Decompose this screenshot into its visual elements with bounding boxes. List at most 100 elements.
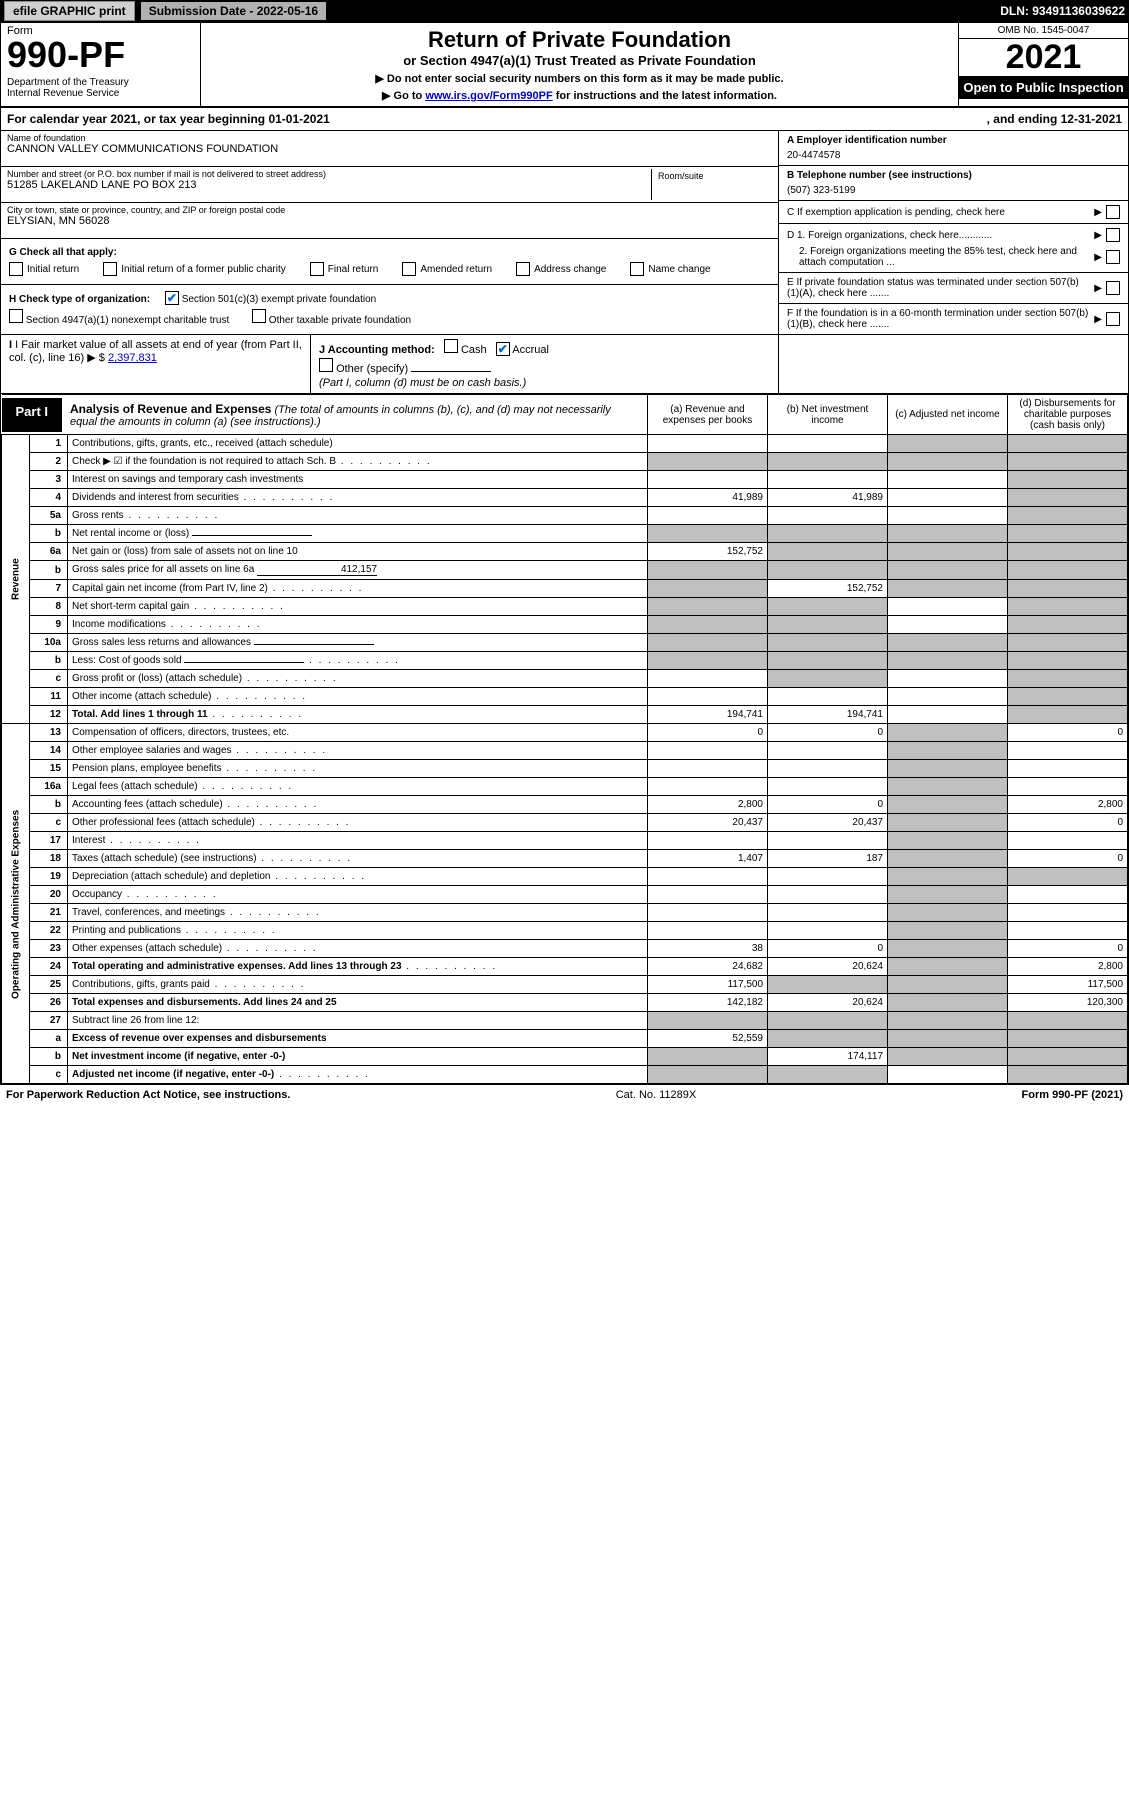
row-7-desc: Capital gain net income (from Part IV, l…: [68, 580, 648, 598]
g-opt-3-checkbox[interactable]: [402, 262, 416, 276]
ssn-warning: ▶ Do not enter social security numbers o…: [211, 72, 948, 85]
row-16a-desc: Legal fees (attach schedule): [68, 778, 648, 796]
g-opt-4-label: Address change: [534, 264, 606, 275]
row-23-num: 23: [30, 940, 68, 958]
d2-checkbox[interactable]: [1106, 250, 1120, 264]
fmv-value[interactable]: 2,397,831: [108, 352, 157, 364]
row-11-num: 11: [30, 688, 68, 706]
phone-label: B Telephone number (see instructions): [787, 170, 972, 181]
g-opt-5-checkbox[interactable]: [630, 262, 644, 276]
row-b-desc: Gross sales price for all assets on line…: [68, 561, 648, 580]
row-18-num: 18: [30, 850, 68, 868]
row-b-num: b: [30, 525, 68, 543]
f-checkbox[interactable]: [1106, 312, 1120, 326]
row-22-num: 22: [30, 922, 68, 940]
row-17-num: 17: [30, 832, 68, 850]
h-4947-checkbox[interactable]: [9, 309, 23, 323]
row-5a-num: 5a: [30, 507, 68, 525]
row-14-desc: Other employee salaries and wages: [68, 742, 648, 760]
foundation-name-label: Name of foundation: [7, 133, 772, 143]
department-label: Department of the Treasury Internal Reve…: [7, 77, 194, 99]
row-b-num: b: [30, 561, 68, 580]
c-checkbox[interactable]: [1106, 205, 1120, 219]
h-other-checkbox[interactable]: [252, 309, 266, 323]
row-19-desc: Depreciation (attach schedule) and deple…: [68, 868, 648, 886]
address: 51285 LAKELAND LANE PO BOX 213: [7, 179, 651, 191]
row-1-num: 1: [30, 435, 68, 453]
row-c-desc: Gross profit or (loss) (attach schedule): [68, 670, 648, 688]
row-b-desc: Net investment income (if negative, ente…: [68, 1048, 648, 1066]
row-8-desc: Net short-term capital gain: [68, 598, 648, 616]
g-opt-4-checkbox[interactable]: [516, 262, 530, 276]
d1-checkbox[interactable]: [1106, 228, 1120, 242]
cash-checkbox[interactable]: [444, 339, 458, 353]
g-opt-2-checkbox[interactable]: [310, 262, 324, 276]
row-14-num: 14: [30, 742, 68, 760]
row-b-desc: Net rental income or (loss): [68, 525, 648, 543]
g-opt-1-checkbox[interactable]: [103, 262, 117, 276]
row-4-desc: Dividends and interest from securities: [68, 489, 648, 507]
row-c-num: c: [30, 1066, 68, 1084]
page-footer: For Paperwork Reduction Act Notice, see …: [0, 1085, 1129, 1105]
efile-print-button[interactable]: efile GRAPHIC print: [4, 1, 135, 21]
row-25-num: 25: [30, 976, 68, 994]
col-a-header: (a) Revenue and expenses per books: [648, 395, 768, 435]
row-4-num: 4: [30, 489, 68, 507]
row-26-desc: Total expenses and disbursements. Add li…: [68, 994, 648, 1012]
g-label: G Check all that apply:: [9, 247, 770, 258]
d1-label: D 1. Foreign organizations, check here..…: [787, 230, 1090, 241]
room-suite-label: Room/suite: [652, 169, 772, 200]
c-label: C If exemption application is pending, c…: [787, 207, 1090, 218]
row-b-num: b: [30, 1048, 68, 1066]
g-opt-0-checkbox[interactable]: [9, 262, 23, 276]
row-15-num: 15: [30, 760, 68, 778]
form-title: Return of Private Foundation: [211, 27, 948, 53]
row-9-num: 9: [30, 616, 68, 634]
accrual-checkbox[interactable]: ✔: [496, 342, 510, 356]
open-to-public: Open to Public Inspection: [959, 76, 1128, 99]
row-c-desc: Adjusted net income (if negative, enter …: [68, 1066, 648, 1084]
row-13-num: 13: [30, 724, 68, 742]
top-bar: efile GRAPHIC print Submission Date - 20…: [0, 0, 1129, 22]
row-20-desc: Occupancy: [68, 886, 648, 904]
row-3-desc: Interest on savings and temporary cash i…: [68, 471, 648, 489]
row-12-num: 12: [30, 706, 68, 724]
row-a-num: a: [30, 1030, 68, 1048]
identification-block: Name of foundation CANNON VALLEY COMMUNI…: [1, 131, 1128, 335]
part1-tab: Part I: [2, 398, 63, 432]
row-17-desc: Interest: [68, 832, 648, 850]
g-opt-1-label: Initial return of a former public charit…: [121, 264, 286, 275]
row-10a-desc: Gross sales less returns and allowances: [68, 634, 648, 652]
part1-title: Analysis of Revenue and Expenses: [70, 402, 271, 416]
other-method-checkbox[interactable]: [319, 358, 333, 372]
h-label: H Check type of organization:: [9, 294, 150, 305]
row-12-desc: Total. Add lines 1 through 11: [68, 706, 648, 724]
g-opt-0-label: Initial return: [27, 264, 79, 275]
part1-table: Part I Analysis of Revenue and Expenses …: [1, 394, 1128, 1084]
goto-note: ▶ Go to www.irs.gov/Form990PF for instru…: [211, 89, 948, 102]
e-label: E If private foundation status was termi…: [787, 277, 1090, 299]
omb-number: OMB No. 1545-0047: [959, 23, 1128, 39]
row-c-num: c: [30, 670, 68, 688]
row-21-num: 21: [30, 904, 68, 922]
irs-link[interactable]: www.irs.gov/Form990PF: [425, 90, 552, 102]
row-6a-desc: Net gain or (loss) from sale of assets n…: [68, 543, 648, 561]
submission-date: Submission Date - 2022-05-16: [141, 2, 326, 20]
g-opt-2-label: Final return: [328, 264, 379, 275]
row-7-num: 7: [30, 580, 68, 598]
row-3-num: 3: [30, 471, 68, 489]
row-25-desc: Contributions, gifts, grants paid: [68, 976, 648, 994]
row-26-num: 26: [30, 994, 68, 1012]
h-501c3-checkbox[interactable]: ✔: [165, 291, 179, 305]
row-6a-num: 6a: [30, 543, 68, 561]
tax-year: 2021: [959, 39, 1128, 76]
row-21-desc: Travel, conferences, and meetings: [68, 904, 648, 922]
f-label: F If the foundation is in a 60-month ter…: [787, 308, 1090, 330]
form-header: Form 990-PF Department of the Treasury I…: [1, 23, 1128, 108]
row-27-desc: Subtract line 26 from line 12:: [68, 1012, 648, 1030]
i-j-row: I I Fair market value of all assets at e…: [1, 335, 1128, 394]
e-checkbox[interactable]: [1106, 281, 1120, 295]
j-label: J Accounting method:: [319, 344, 435, 356]
row-2-num: 2: [30, 453, 68, 471]
form-number: 990-PF: [7, 37, 194, 73]
